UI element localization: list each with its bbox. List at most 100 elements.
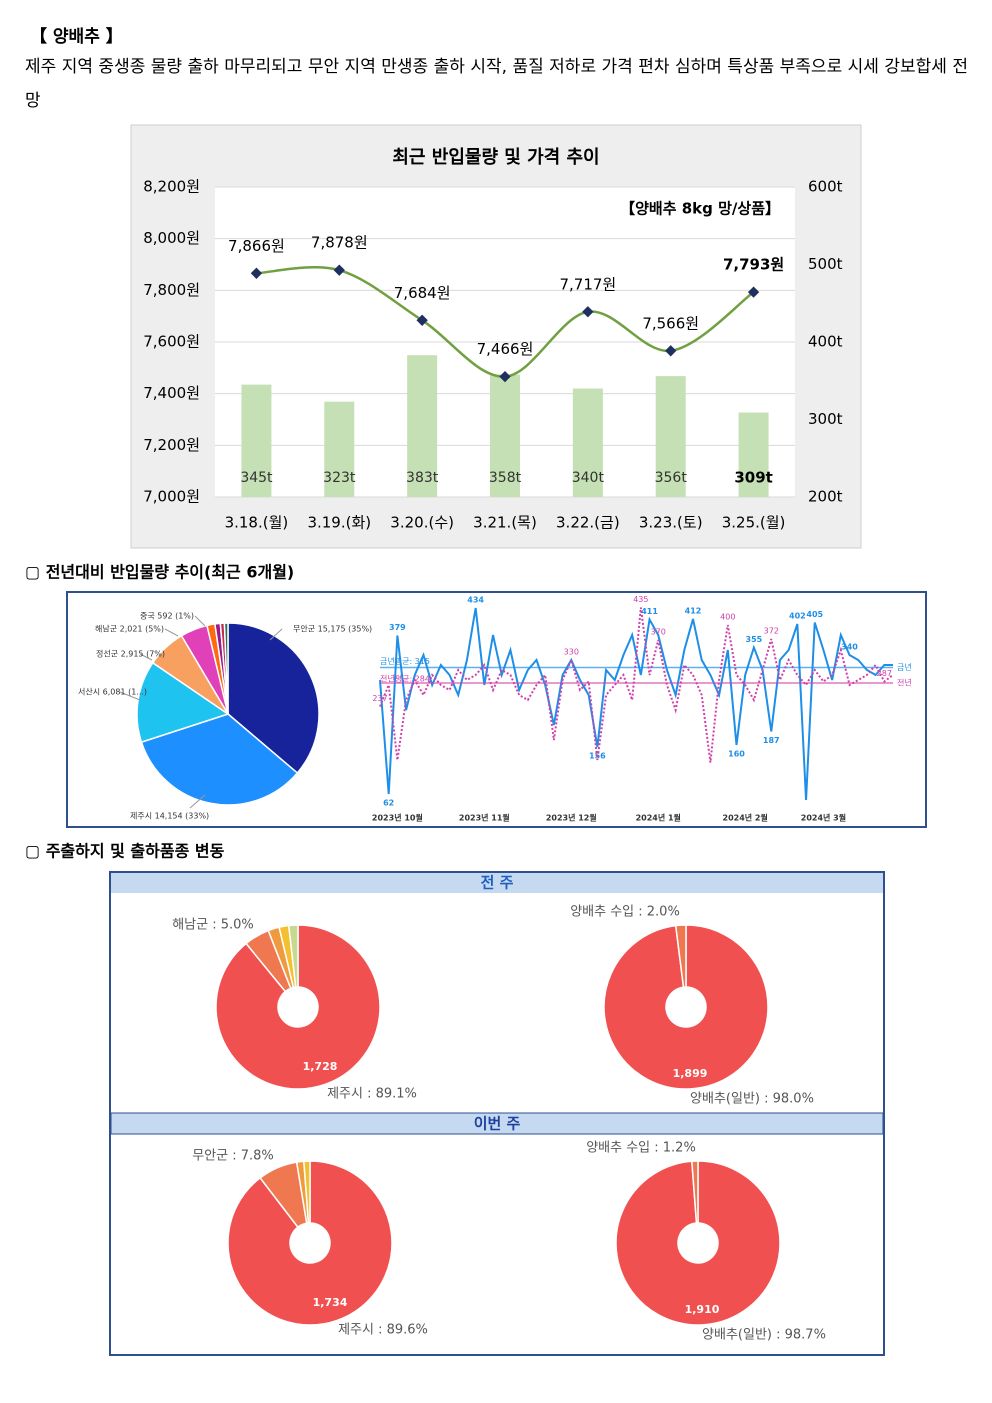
slice-label: 양배추 수입 : 2.0% [570,905,680,920]
y-tick-label: 7,000원 [143,488,200,506]
y-tick-label: 8,200원 [143,178,200,196]
slice [287,924,299,988]
average-label: 전년평균: 284 [380,674,430,684]
band [110,1112,884,1135]
point-label: 411 [641,607,658,616]
y2-tick-label: 300t [808,410,843,428]
point-label: 355 [746,635,763,644]
slice-label: 제주시 : 89.1% [327,1087,417,1102]
slice-label: 양배추(일반) : 98.7% [702,1328,826,1343]
point-label: 435 [633,595,648,604]
x-tick-label: 3.22.(금) [556,514,620,532]
slice [136,661,230,744]
legend-label: 전년 [897,678,912,688]
point-label: 412 [685,607,702,616]
slice [223,622,229,715]
point-label: 379 [389,623,406,632]
point-label: 330 [564,648,579,657]
y-tick-label: 7,800원 [143,281,200,299]
slice-label: 서산시 6,081 (1...) [78,687,147,697]
legend-label: 금년 [897,662,912,672]
bar [655,376,686,497]
bar [407,355,438,497]
price-label: 7,684원 [394,284,451,302]
y-tick-label: 7,200원 [143,436,200,454]
x-tick-label: 2023년 10월 [372,813,423,823]
section-heading: ▢ 주출하지 및 출하품종 변동 [25,842,225,861]
x-tick-label: 2023년 12월 [546,813,597,823]
x-tick-label: 3.20.(수) [390,514,454,532]
bar-label: 309t [734,469,772,487]
leader [189,794,206,809]
leader [194,615,206,627]
marker [582,306,594,318]
y-tick-label: 8,000원 [143,229,200,247]
section-heading: ▢ 전년대비 반입물량 추이(최근 6개월) [25,563,294,582]
band [111,873,883,893]
average-label: 금년평균: 315 [380,656,430,666]
leader [269,628,283,641]
y2-tick-label: 400t [808,333,843,351]
slice [615,1160,781,1326]
slice-label: 양배추(일반) : 98.0% [690,1092,814,1107]
marker [499,370,511,383]
slice [140,713,299,806]
leader [139,653,153,661]
slice-label: 제주시 14,154 (33%) [130,812,209,821]
inner-label: 1,899 [673,1067,708,1080]
x-tick-label: 3.23.(토) [639,514,703,532]
slice-label: 중국 592 (1%) [140,612,194,621]
point-label: 160 [728,750,745,759]
bar-label: 383t [406,470,439,486]
price-label: 7,793원 [723,256,784,274]
bar [324,401,355,497]
y2-tick-label: 200t [808,488,843,506]
point-label: 62 [383,799,394,808]
point-label: 237 [372,694,387,703]
leader [164,628,179,637]
annotation: 【양배추 8kg 망/상품】 [620,200,780,218]
slice-label: 제주시 : 89.6% [338,1323,428,1338]
price-label: 7,878원 [311,234,368,252]
marker [665,345,677,357]
slice [303,1160,311,1224]
x-tick-label: 2023년 11월 [459,813,510,823]
slice [674,924,687,988]
slice-label: 해남군 2,021 (5%) [95,624,164,634]
point-label: 370 [651,628,666,637]
point-label: 402 [789,612,806,621]
marker [333,264,345,276]
price-label: 7,466원 [477,340,534,358]
point-label: 405 [806,610,823,619]
bar [241,384,272,497]
point-label: 187 [763,736,780,745]
price-label: 7,717원 [559,275,616,293]
slice [691,1160,699,1224]
bar-label: 323t [323,470,356,486]
marker [747,286,760,298]
y2-tick-label: 600t [808,178,843,196]
x-tick-label: 3.25.(월) [722,514,786,532]
x-tick-label: 3.21.(목) [473,514,537,532]
band-label: 이번 주 [474,1115,521,1133]
slice-label: 해남군 : 5.0% [172,918,254,933]
leader [119,691,141,701]
point-label: 340 [841,643,858,652]
inner-label: 1,734 [313,1296,348,1309]
bar-label: 345t [240,470,273,486]
y-tick-label: 7,600원 [143,333,200,351]
slice [603,924,769,1090]
x-tick-label: 3.18.(월) [225,514,289,532]
slice [227,1160,393,1326]
title: 【 양배추 】 [30,27,123,47]
bar-label: 340t [572,470,605,486]
x-tick-label: 2024년 3월 [801,813,846,823]
bar-label: 358t [489,470,522,486]
x-tick-label: 3.19.(화) [307,514,371,532]
bar [738,412,769,497]
x-tick-label: 2024년 1월 [636,813,681,823]
price-label: 7,566원 [642,314,699,332]
inner-label: 1,728 [303,1060,338,1073]
